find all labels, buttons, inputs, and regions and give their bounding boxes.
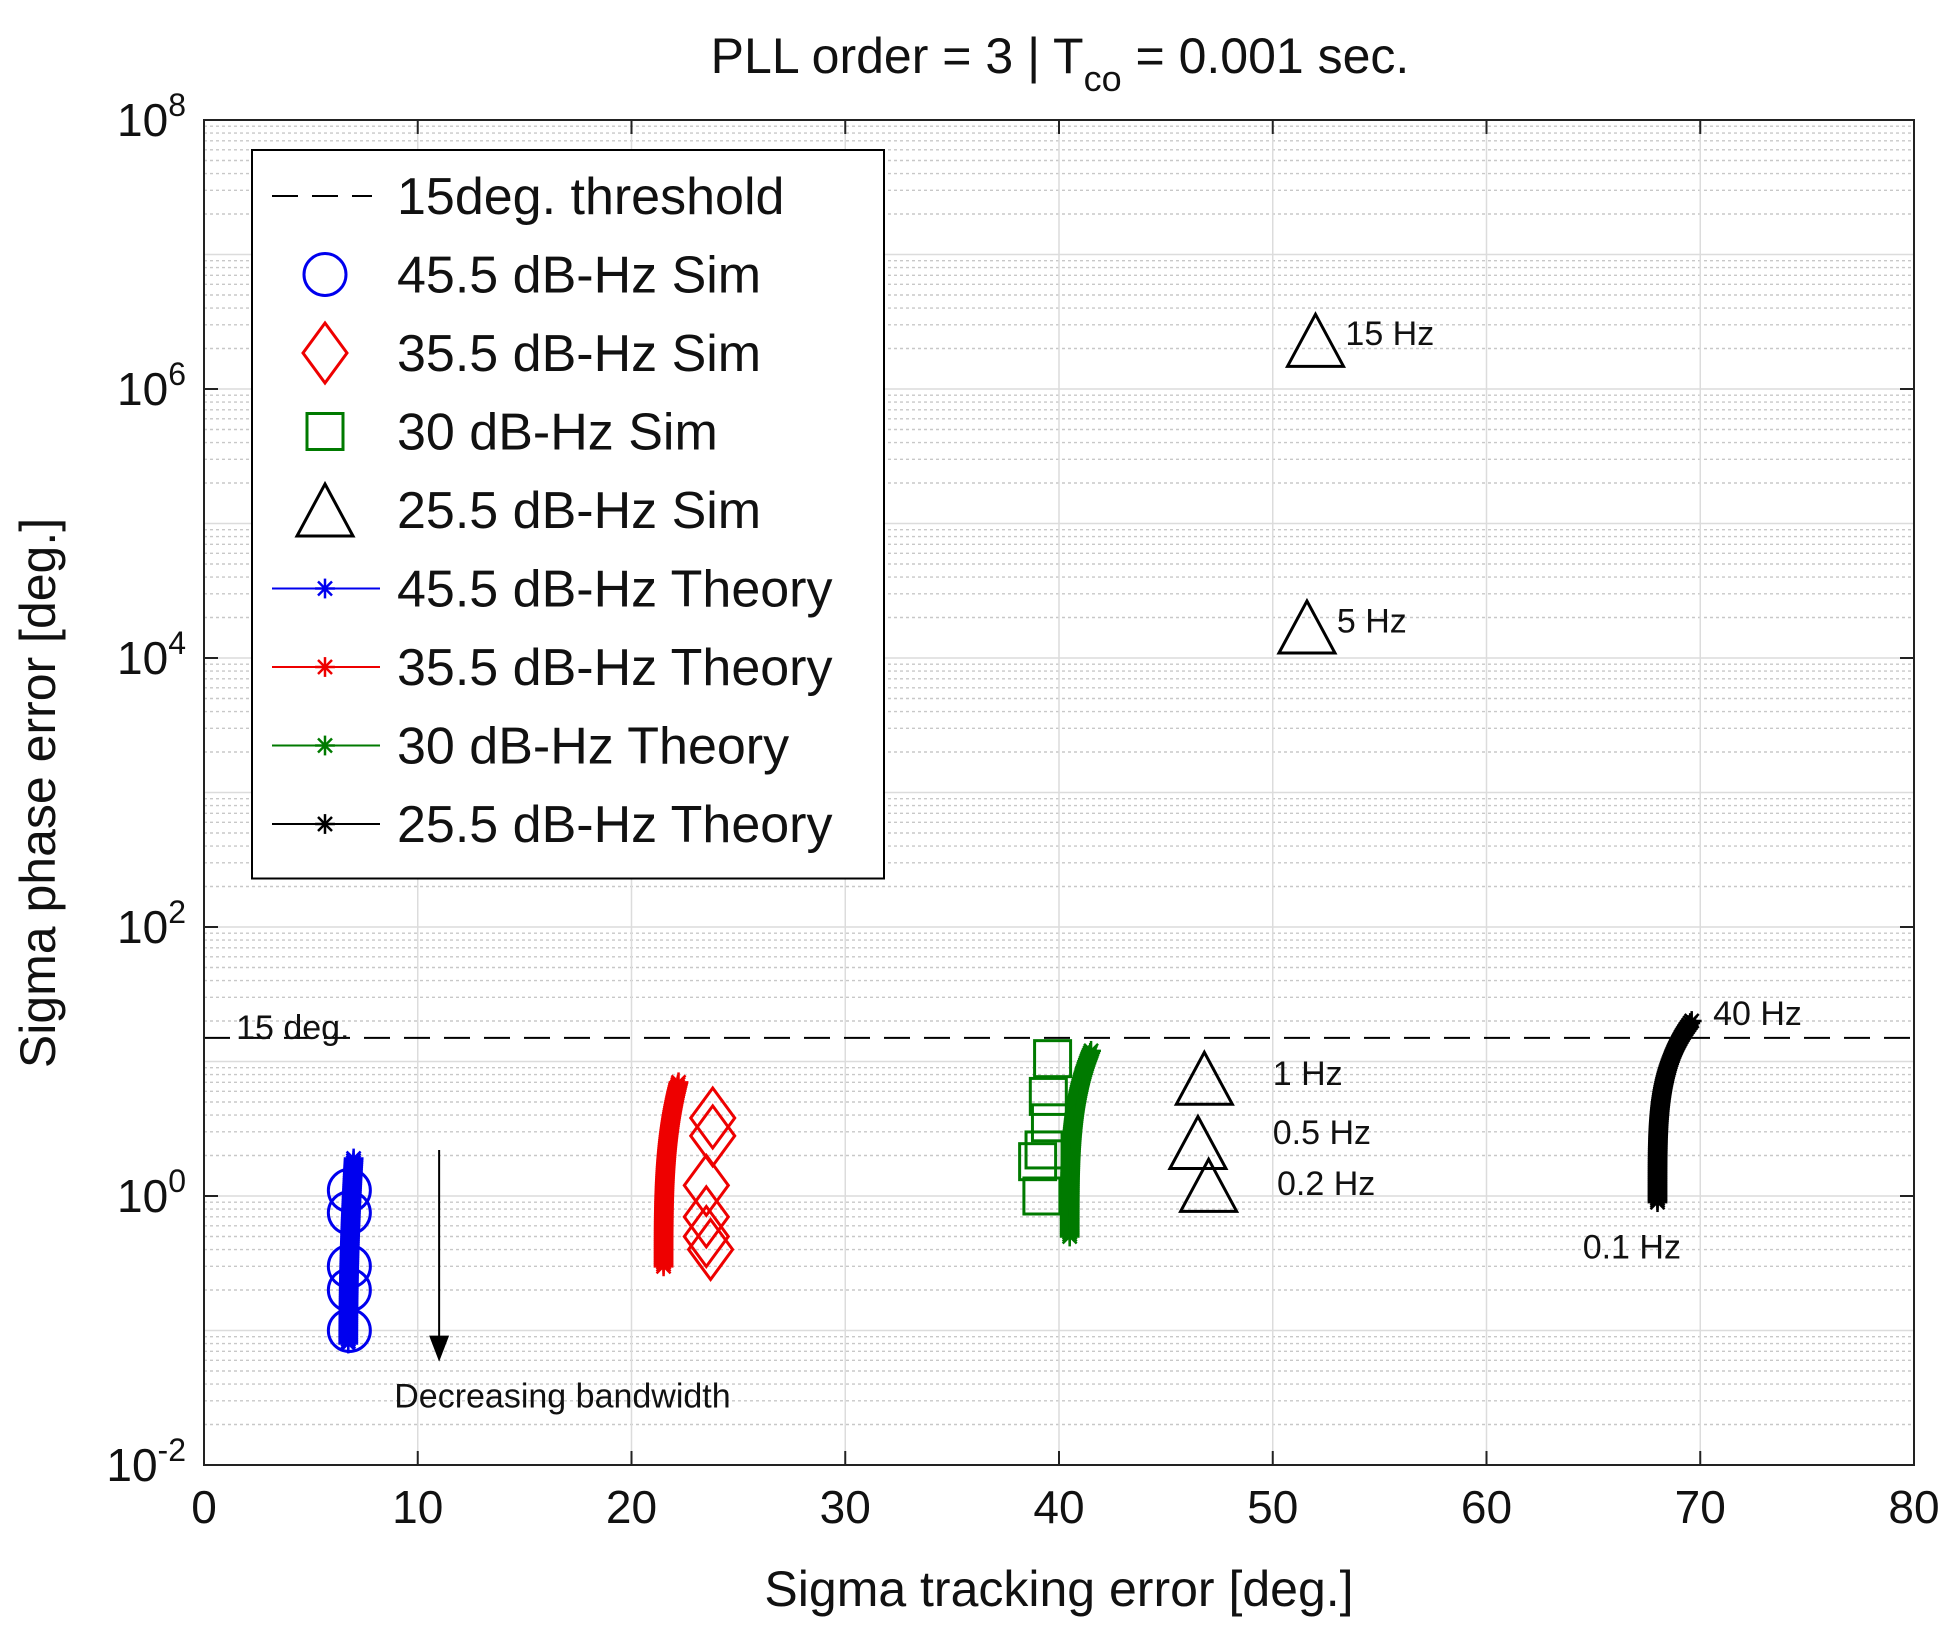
- bandwidth-arrow-head: [429, 1335, 450, 1362]
- sim-series-4: [1167, 311, 1347, 1213]
- annotation-label: 15 Hz: [1345, 315, 1434, 353]
- legend: 15deg. threshold 45.5 dB-Hz Sim 35.5 dB-Hz…: [251, 149, 885, 880]
- sim-point: [326, 1167, 372, 1213]
- x-tick-label: 30: [820, 1481, 871, 1533]
- annotation-label: 5 Hz: [1337, 603, 1407, 641]
- sim-point: [326, 1267, 372, 1313]
- legend-marker: [301, 320, 349, 386]
- legend-star: [315, 814, 335, 834]
- legend-star: [315, 578, 335, 599]
- legend-entry: 30 dB-Hz Sim: [305, 404, 718, 462]
- sim-point: [1033, 1039, 1073, 1079]
- x-tick-label: 0: [191, 1481, 217, 1533]
- sim-point: [682, 1203, 731, 1270]
- sim-point: [682, 1184, 731, 1250]
- legend-label: 30 dB-Hz Theory: [397, 718, 789, 776]
- y-tick-label: 100: [117, 1163, 186, 1222]
- legend-entry: 45.5 dB-Hz Theory: [272, 561, 832, 619]
- chart-title: PLL order = 3 | Tco = 0.001 sec.: [711, 28, 1410, 99]
- x-tick-label: 60: [1461, 1481, 1512, 1533]
- legend-marker: [294, 480, 356, 538]
- legend-label: 25.5 dB-Hz Theory: [397, 796, 832, 854]
- sim-point: [682, 1152, 731, 1218]
- sim-series-1: [326, 1167, 372, 1353]
- ticks: 0 10 20 30 40 50 60 70 80 10-2 100 102 104 106 108: [106, 87, 1939, 1533]
- legend-box: [251, 149, 885, 880]
- sim-point: [1173, 1049, 1235, 1106]
- sim-series-2: [682, 1085, 737, 1283]
- sim-point: [1284, 311, 1347, 368]
- y-tick-label: 104: [117, 625, 186, 684]
- sim-point: [1022, 1176, 1062, 1216]
- legend-marker: [305, 412, 345, 451]
- theory-point: [1081, 1040, 1101, 1061]
- y-tick-label: 10-2: [106, 1432, 186, 1491]
- y-tick-label: 102: [117, 894, 186, 953]
- y-tick-label: 108: [117, 87, 186, 146]
- sim-point: [326, 1243, 372, 1289]
- legend-label: 25.5 dB-Hz Sim: [397, 482, 761, 540]
- theory-point: [343, 1148, 364, 1169]
- legend-entry: 35.5 dB-Hz Sim: [301, 320, 761, 386]
- legend-marker: [302, 252, 348, 297]
- legend-entry: 25.5 dB-Hz Sim: [294, 480, 761, 540]
- theory-series-1: [338, 1148, 364, 1354]
- sim-point: [1024, 1130, 1064, 1170]
- legend-star: [315, 735, 335, 756]
- legend-label: 35.5 dB-Hz Theory: [397, 639, 832, 697]
- x-tick-label: 40: [1033, 1481, 1084, 1533]
- theory-series-2: [653, 1072, 689, 1277]
- legend-entry: 35.5 dB-Hz Theory: [272, 639, 832, 697]
- sim-point: [1178, 1156, 1240, 1213]
- theory-series-3: [1059, 1040, 1101, 1247]
- legend-entry: 25.5 dB-Hz Theory: [272, 796, 832, 854]
- annotation-label: 0.2 Hz: [1277, 1165, 1375, 1203]
- x-tick-label: 80: [1888, 1481, 1939, 1533]
- legend-star: [315, 657, 335, 677]
- legend-entry: 15deg. threshold: [272, 168, 784, 226]
- theory-point: [668, 1072, 689, 1093]
- legend-label: 15deg. threshold: [397, 168, 784, 226]
- theory-layer: [338, 1011, 1702, 1354]
- sim-point: [326, 1190, 372, 1236]
- annotations-layer: 15 Hz 5 Hz 1 Hz 0.5 Hz 0.2 Hz 40 Hz 0.1 Hz 15 d…: [236, 315, 1802, 1415]
- legend-entry: 45.5 dB-Hz Sim: [302, 247, 761, 305]
- x-tick-label: 20: [606, 1481, 657, 1533]
- sim-point: [1276, 597, 1338, 655]
- y-tick-label: 106: [117, 356, 186, 415]
- annotation-label: 1 Hz: [1273, 1055, 1343, 1093]
- sim-layer: [326, 311, 1347, 1353]
- legend-label: 45.5 dB-Hz Theory: [397, 561, 832, 619]
- x-tick-label: 70: [1675, 1481, 1726, 1533]
- x-tick-label: 50: [1247, 1481, 1298, 1533]
- sim-point: [1018, 1142, 1058, 1182]
- sim-point: [688, 1085, 737, 1151]
- legend-label: 35.5 dB-Hz Sim: [397, 325, 761, 383]
- theory-series-4: [1647, 1011, 1702, 1213]
- annotation-label: 40 Hz: [1713, 995, 1802, 1033]
- sim-point: [1167, 1113, 1229, 1170]
- legend-entry: 30 dB-Hz Theory: [272, 718, 789, 776]
- annotation-label: 15 deg.: [236, 1009, 349, 1047]
- annotation-label: 0.5 Hz: [1273, 1114, 1371, 1152]
- sim-point: [1028, 1076, 1068, 1116]
- legend-label: 45.5 dB-Hz Sim: [397, 247, 761, 305]
- x-tick-label: 10: [392, 1481, 443, 1533]
- x-axis-title: Sigma tracking error [deg.]: [764, 1561, 1353, 1617]
- sim-point: [326, 1308, 372, 1353]
- legend-label: 30 dB-Hz Sim: [397, 404, 718, 462]
- sim-point: [1030, 1103, 1070, 1143]
- sim-series-3: [1018, 1039, 1073, 1216]
- y-axis-title: Sigma phase error [deg.]: [10, 518, 66, 1068]
- theory-point: [1681, 1011, 1702, 1031]
- annotation-label: Decreasing bandwidth: [394, 1377, 730, 1415]
- annotation-label: 0.1 Hz: [1583, 1229, 1681, 1267]
